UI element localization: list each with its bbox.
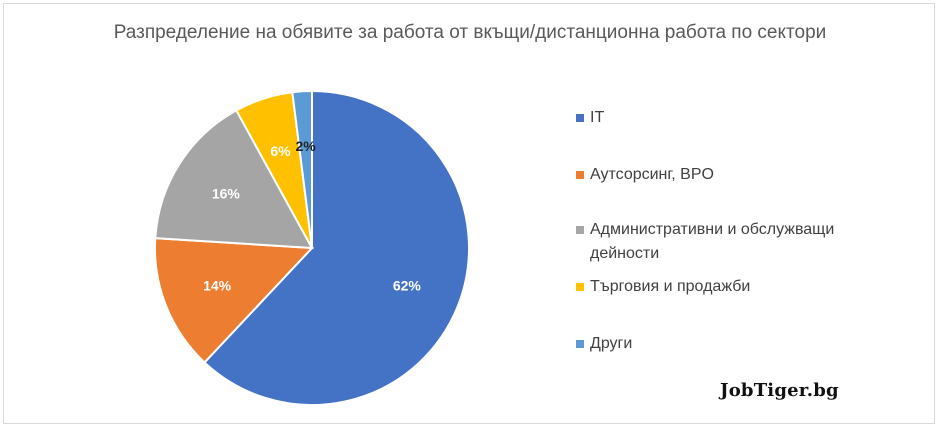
legend-swatch-outsourcing bbox=[576, 171, 584, 179]
legend-swatch-other bbox=[576, 340, 584, 348]
pie-slice-administrative bbox=[154, 109, 314, 250]
pie-slice-outsourcing bbox=[154, 237, 315, 364]
pie-slice-other bbox=[291, 89, 313, 249]
jobtiger-logo: JobTiger.bg bbox=[720, 380, 839, 401]
legend-swatch-trade-sales bbox=[576, 283, 584, 291]
legend-item-other: Други bbox=[576, 332, 870, 356]
pie-slice-it bbox=[203, 89, 470, 406]
legend-label-it: IT bbox=[590, 109, 605, 126]
data-label-other: 2% bbox=[295, 138, 316, 154]
legend-item-trade-sales: Търговия и продажби bbox=[576, 275, 870, 299]
legend-swatch-administrative bbox=[576, 226, 584, 234]
legend-label-trade-sales: Търговия и продажби bbox=[590, 278, 751, 295]
legend-label-outsourcing: Аутсорсинг, BPO bbox=[590, 166, 714, 183]
data-label-trade-sales: 6% bbox=[270, 143, 291, 159]
data-label-it: 62% bbox=[393, 278, 422, 294]
data-label-administrative: 16% bbox=[212, 185, 241, 201]
chart-title: Разпределение на обявите за работа от вк… bbox=[113, 22, 827, 43]
legend-label-other: Други bbox=[590, 335, 633, 352]
data-label-outsourcing: 14% bbox=[203, 278, 232, 294]
legend-item-it: IT bbox=[576, 106, 870, 130]
legend-item-outsourcing: Аутсорсинг, BPO bbox=[576, 163, 870, 187]
legend-swatch-it bbox=[576, 114, 584, 122]
legend-item-administrative: Административни и обслужващи дейности bbox=[576, 218, 870, 266]
legend-label-administrative: Административни и обслужващи дейности bbox=[590, 221, 835, 262]
